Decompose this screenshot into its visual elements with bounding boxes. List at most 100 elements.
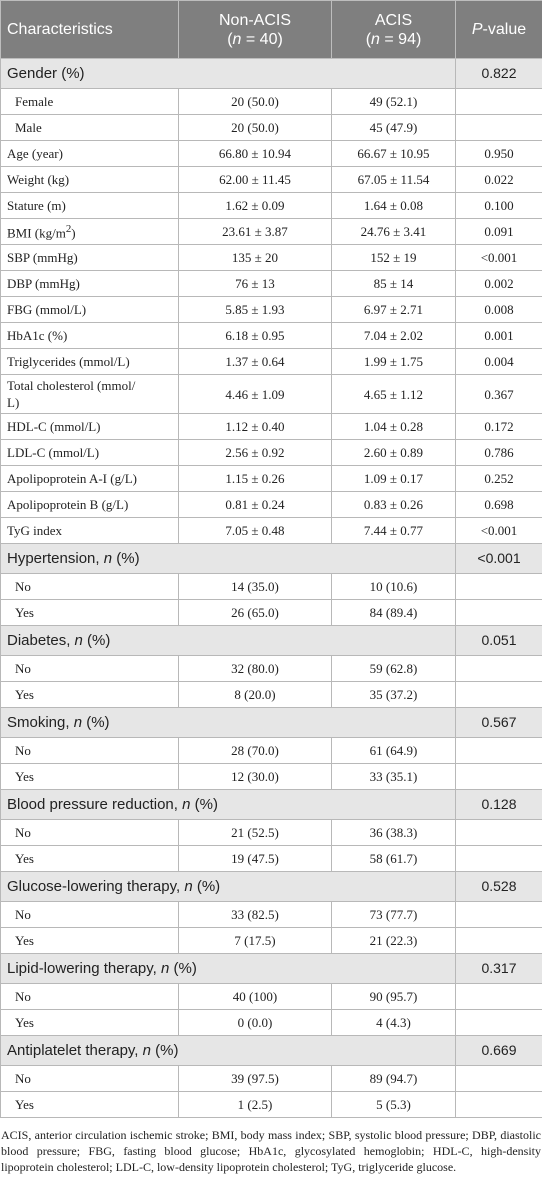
row-label: Yes (0, 1091, 179, 1118)
table-row: Yes 7 (17.5) 21 (22.3) (0, 927, 542, 954)
cell-p-value (455, 88, 542, 115)
table-row-fbg: FBG (mmol/L) 5.85 ± 1.93 6.97 ± 2.71 0.0… (0, 296, 542, 323)
cell-p-value (455, 819, 542, 846)
cell-p-value (455, 681, 542, 708)
cell-p-value: 0.004 (455, 348, 542, 375)
row-label: LDL-C (mmol/L) (0, 439, 179, 466)
header-non-acis-n-prefix: ( (227, 30, 233, 48)
cell-acis: 33 (35.1) (331, 763, 456, 790)
table-row: Yes 8 (20.0) 35 (37.2) (0, 681, 542, 708)
cell-non-acis: 76 ± 13 (178, 270, 332, 297)
cell-acis: 73 (77.7) (331, 901, 456, 928)
cell-p-value (455, 845, 542, 872)
header-non-acis-n-suffix: = 40) (241, 30, 283, 48)
group-label-var: n (160, 960, 170, 977)
table-row: Yes 26 (65.0) 84 (89.4) (0, 599, 542, 626)
group-row-diabetes: Diabetes, n (%) 0.051 (0, 625, 542, 656)
cell-non-acis: 6.18 ± 0.95 (178, 322, 332, 349)
cell-non-acis: 4.46 ± 1.09 (178, 374, 332, 414)
group-p-value: <0.001 (455, 543, 542, 574)
table-row-hba1c: HbA1c (%) 6.18 ± 0.95 7.04 ± 2.02 0.001 (0, 322, 542, 349)
tc-label-line2: L) (7, 395, 20, 410)
group-label-post: (%) (112, 550, 140, 567)
row-label: No (0, 655, 179, 682)
group-label: Antiplatelet therapy, n (%) (0, 1035, 456, 1066)
group-label: Lipid-lowering therapy, n (%) (0, 953, 456, 984)
table-row-dbp: DBP (mmHg) 76 ± 13 85 ± 14 0.002 (0, 270, 542, 297)
group-p-value: 0.669 (455, 1035, 542, 1066)
cell-p-value (455, 1009, 542, 1036)
cell-p-value: 0.008 (455, 296, 542, 323)
group-p-value: 0.051 (455, 625, 542, 656)
cell-acis: 152 ± 19 (331, 244, 456, 271)
group-label-post: (%) (190, 796, 218, 813)
cell-non-acis: 39 (97.5) (178, 1065, 332, 1092)
cell-non-acis: 26 (65.0) (178, 599, 332, 626)
group-row-gender: Gender (%) 0.822 (0, 58, 542, 89)
group-label: Blood pressure reduction, n (%) (0, 789, 456, 820)
group-label-var: n (73, 714, 83, 731)
group-label-pre: Hypertension, (7, 550, 104, 567)
table-row: No 40 (100) 90 (95.7) (0, 983, 542, 1010)
row-label: Stature (m) (0, 192, 179, 219)
row-label: Yes (0, 1009, 179, 1036)
row-label: No (0, 573, 179, 600)
group-p-value: 0.317 (455, 953, 542, 984)
cell-acis: 35 (37.2) (331, 681, 456, 708)
table-row: No 28 (70.0) 61 (64.9) (0, 737, 542, 764)
cell-acis: 58 (61.7) (331, 845, 456, 872)
row-label: BMI (kg/m2) (0, 218, 179, 245)
group-p-value: 0.567 (455, 707, 542, 738)
table-row: No 14 (35.0) 10 (10.6) (0, 573, 542, 600)
row-label: DBP (mmHg) (0, 270, 179, 297)
table-row-sbp: SBP (mmHg) 135 ± 20 152 ± 19 <0.001 (0, 244, 542, 271)
cell-p-value (455, 114, 542, 141)
cell-non-acis: 12 (30.0) (178, 763, 332, 790)
cell-non-acis: 19 (47.5) (178, 845, 332, 872)
cell-non-acis: 0.81 ± 0.24 (178, 491, 332, 518)
header-acis-n-suffix: = 94) (379, 30, 422, 48)
row-label: FBG (mmol/L) (0, 296, 179, 323)
table-row: No 33 (82.5) 73 (77.7) (0, 901, 542, 928)
row-label: SBP (mmHg) (0, 244, 179, 271)
group-label: Gender (%) (0, 58, 456, 89)
cell-non-acis: 7.05 ± 0.48 (178, 517, 332, 544)
cell-acis: 1.04 ± 0.28 (331, 413, 456, 440)
table-row-apob: Apolipoprotein B (g/L) 0.81 ± 0.24 0.83 … (0, 491, 542, 518)
cell-acis: 10 (10.6) (331, 573, 456, 600)
table-row: Male 20 (50.0) 45 (47.9) (0, 114, 542, 141)
row-label: Female (0, 88, 179, 115)
cell-p-value (455, 983, 542, 1010)
row-label: HbA1c (%) (0, 322, 179, 349)
group-row-antiplatelet: Antiplatelet therapy, n (%) 0.669 (0, 1035, 542, 1066)
header-p-suffix: -value (482, 21, 527, 38)
group-row-lipid-lowering: Lipid-lowering therapy, n (%) 0.317 (0, 953, 542, 984)
cell-non-acis: 5.85 ± 1.93 (178, 296, 332, 323)
group-row-smoking: Smoking, n (%) 0.567 (0, 707, 542, 738)
characteristics-table: Characteristics Non-ACIS (n = 40) ACIS (… (0, 0, 542, 1118)
group-label-pre: Antiplatelet therapy, (7, 1042, 143, 1059)
cell-non-acis: 2.56 ± 0.92 (178, 439, 332, 466)
row-label: Yes (0, 845, 179, 872)
cell-acis: 7.44 ± 0.77 (331, 517, 456, 544)
group-label-pre: Diabetes, (7, 632, 75, 649)
header-acis-label: ACIS (374, 11, 413, 29)
cell-acis: 61 (64.9) (331, 737, 456, 764)
cell-p-value (455, 1091, 542, 1118)
header-acis-n-var: n (371, 30, 380, 48)
cell-p-value (455, 655, 542, 682)
row-label: Triglycerides (mmol/L) (0, 348, 179, 375)
header-non-acis-n-var: n (232, 30, 242, 48)
table-row-tyg: TyG index 7.05 ± 0.48 7.44 ± 0.77 <0.001 (0, 517, 542, 544)
group-row-hypertension: Hypertension, n (%) <0.001 (0, 543, 542, 574)
group-row-glucose-lowering: Glucose-lowering therapy, n (%) 0.528 (0, 871, 542, 902)
cell-p-value: 0.786 (455, 439, 542, 466)
cell-non-acis: 21 (52.5) (178, 819, 332, 846)
row-label: Weight (kg) (0, 166, 179, 193)
cell-non-acis: 1.15 ± 0.26 (178, 465, 332, 492)
group-label: Diabetes, n (%) (0, 625, 456, 656)
group-label-var: n (182, 796, 191, 813)
group-label: Smoking, n (%) (0, 707, 456, 738)
cell-non-acis: 0 (0.0) (178, 1009, 332, 1036)
group-label-post: (%) (169, 960, 197, 977)
